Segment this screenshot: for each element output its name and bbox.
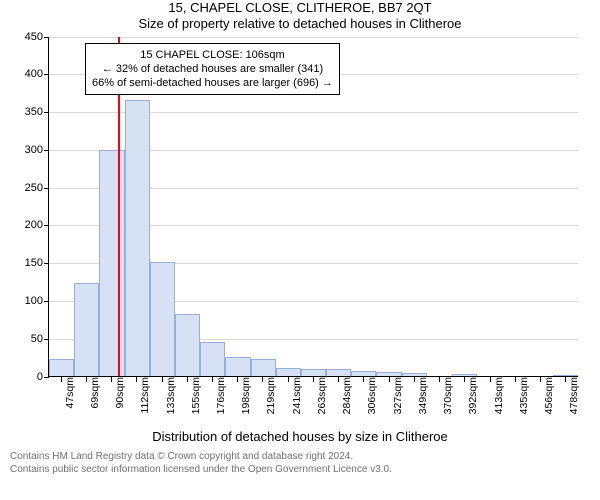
bar	[150, 262, 175, 375]
x-tick-label: 47sqm	[61, 377, 76, 409]
bar-slot	[49, 359, 74, 376]
bar	[276, 368, 301, 376]
bar-slot	[452, 374, 477, 376]
y-tick-label: 50	[31, 333, 43, 345]
x-tick-label: 392sqm	[464, 377, 479, 414]
bar	[326, 369, 351, 375]
y-tick-label: 200	[25, 219, 43, 231]
bar-slot	[225, 357, 250, 376]
bar	[351, 371, 376, 376]
chart-container: Number of detached properties 15 CHAPEL …	[48, 37, 590, 377]
bar-slot	[175, 314, 200, 376]
y-tick-label: 100	[25, 295, 43, 307]
x-tick-label: 90sqm	[111, 377, 126, 409]
bar	[402, 373, 427, 375]
x-tick-label: 241sqm	[288, 377, 303, 414]
bar-slot	[125, 100, 150, 376]
y-tick-mark	[44, 377, 49, 378]
x-tick-label: 370sqm	[439, 377, 454, 414]
y-tick-label: 150	[25, 257, 43, 269]
y-tick-label: 0	[37, 371, 43, 383]
bar	[175, 314, 200, 376]
footnote-line: Contains HM Land Registry data © Crown c…	[10, 450, 590, 464]
x-tick-label: 284sqm	[338, 377, 353, 414]
x-tick-label: 133sqm	[162, 377, 177, 414]
x-tick-label: 69sqm	[86, 377, 101, 409]
footnote: Contains HM Land Registry data © Crown c…	[10, 450, 590, 477]
x-axis-label: Distribution of detached houses by size …	[0, 429, 600, 444]
x-tick-label: 349sqm	[414, 377, 429, 414]
x-tick-label: 327sqm	[389, 377, 404, 414]
bar	[553, 375, 578, 376]
plot-area: 15 CHAPEL CLOSE: 106sqm← 32% of detached…	[48, 37, 578, 377]
bar-slot	[351, 371, 376, 376]
bar	[49, 359, 74, 376]
bar-slot	[553, 375, 578, 376]
x-tick-label: 263sqm	[313, 377, 328, 414]
bar	[125, 100, 150, 376]
bar-slot	[301, 369, 326, 375]
page-title: 15, CHAPEL CLOSE, CLITHEROE, BB7 2QT	[0, 0, 600, 16]
x-tick-label: 155sqm	[187, 377, 202, 414]
x-tick-label: 198sqm	[237, 377, 252, 414]
y-tick-label: 350	[25, 106, 43, 118]
bar-slot	[376, 372, 401, 376]
bar-slot	[150, 262, 175, 375]
bar	[452, 374, 477, 376]
page-subtitle: Size of property relative to detached ho…	[0, 16, 600, 32]
bar-slot	[276, 368, 301, 376]
x-tick-label: 413sqm	[490, 377, 505, 414]
x-tick-label: 306sqm	[363, 377, 378, 414]
bar-slot	[251, 359, 276, 376]
y-tick-label: 450	[25, 31, 43, 43]
bar-slot	[402, 373, 427, 375]
footnote-line: Contains public sector information licen…	[10, 463, 590, 477]
annotation-line: 15 CHAPEL CLOSE: 106sqm	[92, 48, 333, 62]
y-tick-label: 300	[25, 144, 43, 156]
bar-slot	[326, 369, 351, 375]
x-tick-label: 219sqm	[262, 377, 277, 414]
bar	[74, 283, 99, 375]
bar	[376, 372, 401, 376]
x-tick-label: 478sqm	[565, 377, 580, 414]
bar	[99, 150, 124, 375]
x-tick-label: 112sqm	[136, 377, 151, 414]
bar	[251, 359, 276, 376]
x-tick-label: 456sqm	[540, 377, 555, 414]
bar-slot	[200, 342, 225, 376]
bar-slot	[74, 283, 99, 375]
y-tick-label: 400	[25, 68, 43, 80]
bar	[225, 357, 250, 376]
y-tick-label: 250	[25, 182, 43, 194]
bar	[200, 342, 225, 376]
annotation-line: ← 32% of detached houses are smaller (34…	[92, 62, 333, 76]
annotation-box: 15 CHAPEL CLOSE: 106sqm← 32% of detached…	[85, 43, 340, 96]
annotation-line: 66% of semi-detached houses are larger (…	[92, 76, 333, 90]
bar	[301, 369, 326, 375]
x-tick-label: 435sqm	[515, 377, 530, 414]
bar-slot	[99, 150, 124, 375]
x-tick-label: 176sqm	[212, 377, 227, 414]
